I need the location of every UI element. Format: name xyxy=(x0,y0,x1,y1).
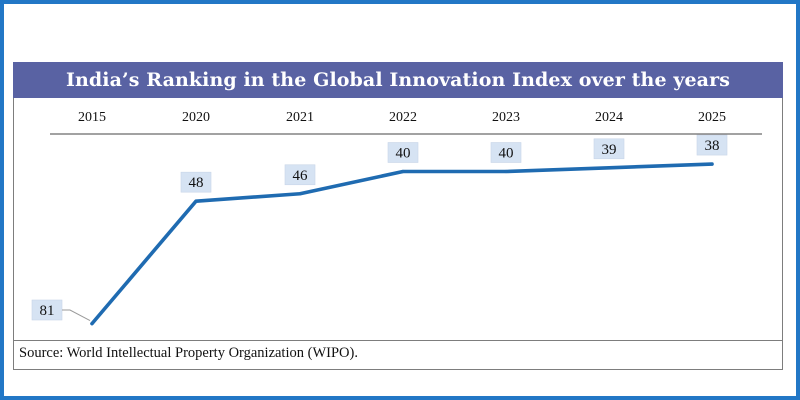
data-label: 38 xyxy=(705,138,720,154)
data-label: 40 xyxy=(396,146,411,162)
data-label: 40 xyxy=(499,146,514,162)
source-note: Source: World Intellectual Property Orga… xyxy=(19,345,358,361)
data-label-leader xyxy=(62,309,91,322)
data-label-box xyxy=(696,134,728,156)
x-tick-label: 2024 xyxy=(595,110,623,125)
data-label: 39 xyxy=(602,142,617,158)
data-label-box xyxy=(387,142,419,163)
x-tick-label: 2020 xyxy=(182,110,210,125)
x-tick-label: 2025 xyxy=(698,110,726,125)
source-divider xyxy=(13,340,783,341)
data-label: 48 xyxy=(189,175,204,191)
x-tick-label: 2015 xyxy=(78,110,106,125)
data-label: 81 xyxy=(40,303,55,319)
data-point xyxy=(401,169,405,174)
data-label-box xyxy=(284,164,316,186)
data-point xyxy=(710,162,714,166)
chart-title: India’s Ranking in the Global Innovation… xyxy=(13,62,783,98)
data-point xyxy=(90,322,94,326)
data-label-box xyxy=(490,142,522,163)
data-point xyxy=(298,192,302,196)
data-point xyxy=(607,166,611,170)
x-tick-label: 2021 xyxy=(286,110,314,125)
chart-panel xyxy=(13,62,783,370)
data-point xyxy=(194,199,198,203)
data-point xyxy=(504,169,508,174)
x-tick-label: 2023 xyxy=(492,110,520,125)
data-label-box xyxy=(593,138,625,160)
data-label: 46 xyxy=(293,168,309,184)
data-label-box xyxy=(180,171,212,193)
x-tick-label: 2022 xyxy=(389,110,417,125)
